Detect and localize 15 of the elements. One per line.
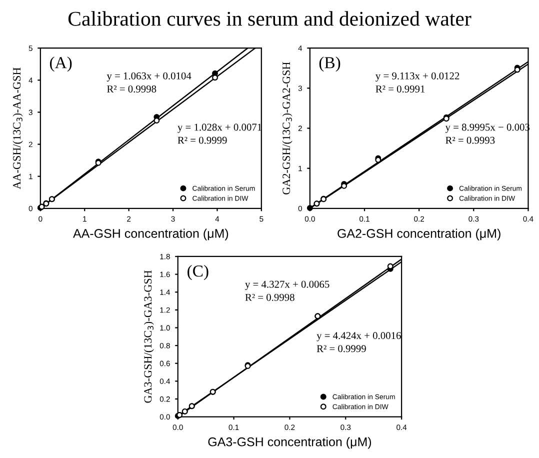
y-axis-title: AA-GSH/(13C$_{3}$)-AA-GSH xyxy=(12,68,23,190)
x-axis-title: GA2-GSH concentration (μM) xyxy=(338,228,500,240)
annotation: y = 9.113x + 0.0122 R² = 0.9991 xyxy=(376,72,460,93)
annotation: (C) xyxy=(188,264,208,280)
x-axis-title: AA-GSH concentration (μM) xyxy=(73,228,228,240)
annotation: y = 4.327x + 0.0065 R² = 0.9998 xyxy=(245,280,330,301)
annotation: y = 1.028x + 0.0071 R² = 0.9999 xyxy=(178,124,262,144)
annotation: y = 4.424x + 0.0016 R² = 0.9999 xyxy=(316,332,401,352)
x-axis-title: GA3-GSH concentration (μM) xyxy=(208,437,372,449)
annotation: y = 1.063x + 0.0104 R² = 0.9998 xyxy=(106,72,192,93)
chart-title: Calibration curves in serum and deionized water xyxy=(68,11,472,26)
y-axis-title: GA2-GSH/(13C$_{3}$)-GA2-GSH xyxy=(282,62,292,194)
y-axis-title: GA3-GSH/(13C$_{3}$)-GA3-GSH xyxy=(144,270,154,403)
annotation: (A) xyxy=(50,56,72,72)
annotation: (B) xyxy=(319,56,340,72)
